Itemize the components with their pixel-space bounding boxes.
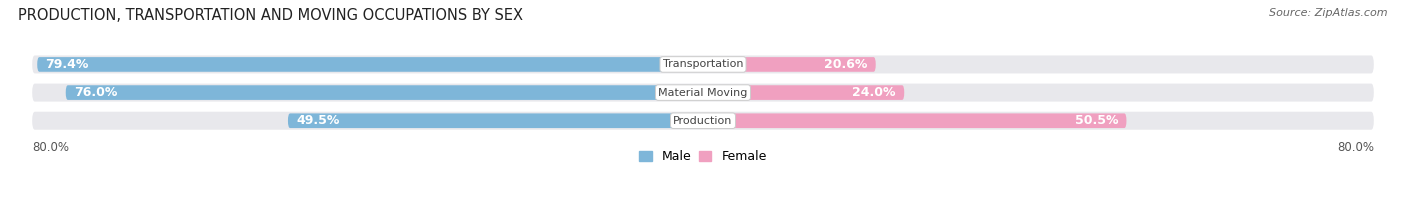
FancyBboxPatch shape — [32, 55, 1374, 73]
Text: Material Moving: Material Moving — [658, 88, 748, 98]
FancyBboxPatch shape — [32, 84, 1374, 102]
Text: 80.0%: 80.0% — [1337, 141, 1374, 154]
Legend: Male, Female: Male, Female — [640, 150, 766, 163]
Text: PRODUCTION, TRANSPORTATION AND MOVING OCCUPATIONS BY SEX: PRODUCTION, TRANSPORTATION AND MOVING OC… — [18, 8, 523, 23]
FancyBboxPatch shape — [703, 57, 876, 72]
Text: 79.4%: 79.4% — [45, 58, 89, 71]
FancyBboxPatch shape — [288, 113, 703, 128]
Text: 80.0%: 80.0% — [32, 141, 69, 154]
Text: Transportation: Transportation — [662, 59, 744, 70]
FancyBboxPatch shape — [37, 57, 703, 72]
Text: 76.0%: 76.0% — [75, 86, 118, 99]
FancyBboxPatch shape — [703, 113, 1126, 128]
Text: 49.5%: 49.5% — [297, 114, 340, 127]
FancyBboxPatch shape — [32, 112, 1374, 130]
Text: 50.5%: 50.5% — [1074, 114, 1118, 127]
Text: 20.6%: 20.6% — [824, 58, 868, 71]
Text: Production: Production — [673, 116, 733, 126]
FancyBboxPatch shape — [66, 85, 703, 100]
Text: 24.0%: 24.0% — [852, 86, 896, 99]
Text: Source: ZipAtlas.com: Source: ZipAtlas.com — [1270, 8, 1388, 18]
FancyBboxPatch shape — [703, 85, 904, 100]
